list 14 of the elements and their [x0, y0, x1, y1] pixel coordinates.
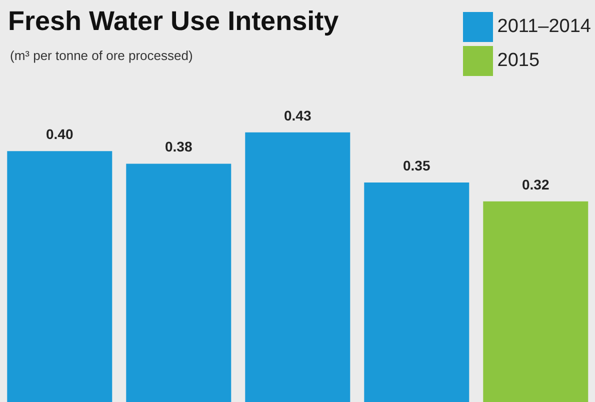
data-label: 0.38 — [165, 138, 192, 155]
legend-label: 2015 — [497, 50, 540, 72]
legend-label: 2011–2014 — [497, 16, 591, 38]
bar — [245, 132, 350, 402]
bar — [364, 182, 470, 402]
data-label: 0.35 — [403, 158, 430, 174]
bar — [126, 164, 232, 402]
bar — [483, 201, 588, 402]
chart-title: Fresh Water Use Intensity — [8, 6, 339, 37]
data-label: 0.32 — [522, 176, 550, 192]
data-label: 0.43 — [284, 107, 312, 124]
chart-subtitle: (m³ per tonne of ore processed) — [10, 48, 193, 63]
bar — [7, 151, 112, 402]
data-label: 0.40 — [46, 126, 74, 142]
